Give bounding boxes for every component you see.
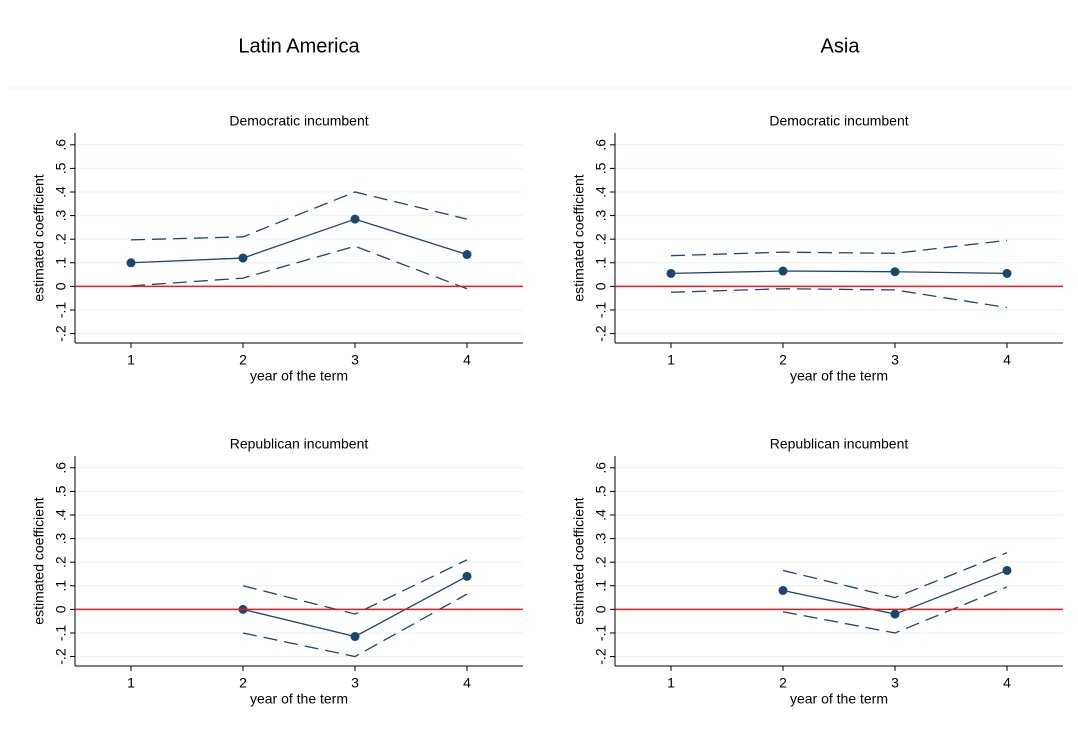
y-tick-label: .6 bbox=[593, 139, 609, 151]
point bbox=[1002, 565, 1012, 575]
point bbox=[350, 632, 360, 642]
y-tick-label: 0 bbox=[593, 605, 609, 613]
point bbox=[350, 214, 360, 224]
point bbox=[238, 253, 248, 263]
y-tick-label: .2 bbox=[593, 233, 609, 245]
y-tick-label: .3 bbox=[53, 533, 69, 545]
y-tick-label: .5 bbox=[593, 485, 609, 497]
y-tick-label: .6 bbox=[53, 139, 69, 151]
panel-title: Republican incumbent bbox=[770, 436, 909, 452]
y-tick-label: -.2 bbox=[593, 648, 609, 665]
point bbox=[462, 250, 472, 260]
y-axis-label: estimated coefficient bbox=[571, 174, 587, 301]
y-tick-label: .1 bbox=[53, 580, 69, 592]
x-tick-label: 4 bbox=[463, 675, 471, 691]
point bbox=[778, 266, 788, 276]
series-line bbox=[782, 586, 1008, 634]
y-tick-label: -.2 bbox=[593, 325, 609, 342]
x-axis-label: year of the term bbox=[250, 368, 348, 384]
y-tick-label: .3 bbox=[593, 210, 609, 222]
point bbox=[1002, 268, 1012, 278]
x-tick-label: 3 bbox=[891, 675, 899, 691]
y-tick-label: -.1 bbox=[53, 625, 69, 642]
x-tick-label: 2 bbox=[239, 352, 247, 368]
panel-title: Republican incumbent bbox=[230, 436, 369, 452]
series-line bbox=[242, 593, 468, 658]
y-tick-label: -.1 bbox=[53, 302, 69, 319]
y-tick-label: -.2 bbox=[53, 325, 69, 342]
y-tick-label: .4 bbox=[593, 509, 609, 521]
series-line bbox=[670, 239, 1008, 257]
y-tick-label: .1 bbox=[593, 257, 609, 269]
x-tick-label: 1 bbox=[667, 352, 675, 368]
point bbox=[666, 268, 676, 278]
y-tick-label: .5 bbox=[593, 162, 609, 174]
y-tick-label: 0 bbox=[593, 282, 609, 290]
y-tick-label: .5 bbox=[53, 485, 69, 497]
y-tick-label: -.2 bbox=[53, 648, 69, 665]
panel-title: Democratic incumbent bbox=[769, 113, 908, 129]
y-tick-label: .4 bbox=[593, 186, 609, 198]
x-tick-label: 3 bbox=[351, 675, 359, 691]
x-axis-label: year of the term bbox=[790, 368, 888, 384]
y-tick-label: .2 bbox=[53, 556, 69, 568]
x-axis-label: year of the term bbox=[250, 691, 348, 707]
x-tick-label: 4 bbox=[1003, 675, 1011, 691]
y-tick-label: .5 bbox=[53, 162, 69, 174]
point bbox=[778, 585, 788, 595]
point bbox=[462, 571, 472, 581]
y-tick-label: 0 bbox=[53, 282, 69, 290]
point bbox=[126, 258, 136, 268]
y-tick-label: .2 bbox=[593, 556, 609, 568]
x-tick-label: 1 bbox=[667, 675, 675, 691]
series-line bbox=[670, 288, 1008, 309]
panel-title: Democratic incumbent bbox=[229, 113, 368, 129]
x-tick-label: 3 bbox=[891, 352, 899, 368]
y-tick-label: .4 bbox=[53, 509, 69, 521]
y-tick-label: .4 bbox=[53, 186, 69, 198]
x-tick-label: 4 bbox=[1003, 352, 1011, 368]
y-tick-label: .6 bbox=[593, 462, 609, 474]
point bbox=[890, 609, 900, 619]
y-tick-label: -.1 bbox=[593, 302, 609, 319]
x-tick-label: 2 bbox=[239, 675, 247, 691]
y-tick-label: .3 bbox=[53, 210, 69, 222]
y-axis-label: estimated coefficient bbox=[31, 174, 47, 301]
x-tick-label: 1 bbox=[127, 352, 135, 368]
y-axis-label: estimated coefficient bbox=[571, 497, 587, 624]
series-line bbox=[130, 245, 468, 290]
y-tick-label: .6 bbox=[53, 462, 69, 474]
series-line bbox=[130, 191, 468, 241]
x-tick-label: 2 bbox=[779, 352, 787, 368]
x-tick-label: 3 bbox=[351, 352, 359, 368]
series-line bbox=[782, 552, 1008, 599]
y-axis-label: estimated coefficient bbox=[31, 497, 47, 624]
y-tick-label: .1 bbox=[593, 580, 609, 592]
x-tick-label: 4 bbox=[463, 352, 471, 368]
x-axis-label: year of the term bbox=[790, 691, 888, 707]
series-line bbox=[670, 270, 1008, 275]
x-tick-label: 1 bbox=[127, 675, 135, 691]
point bbox=[890, 267, 900, 277]
column-title: Asia bbox=[821, 35, 861, 57]
y-tick-label: 0 bbox=[53, 605, 69, 613]
series-line bbox=[130, 218, 468, 264]
y-tick-label: .1 bbox=[53, 257, 69, 269]
y-tick-label: -.1 bbox=[593, 625, 609, 642]
y-tick-label: .3 bbox=[593, 533, 609, 545]
series-line bbox=[242, 559, 468, 615]
x-tick-label: 2 bbox=[779, 675, 787, 691]
y-tick-label: .2 bbox=[53, 233, 69, 245]
column-title: Latin America bbox=[238, 35, 360, 57]
